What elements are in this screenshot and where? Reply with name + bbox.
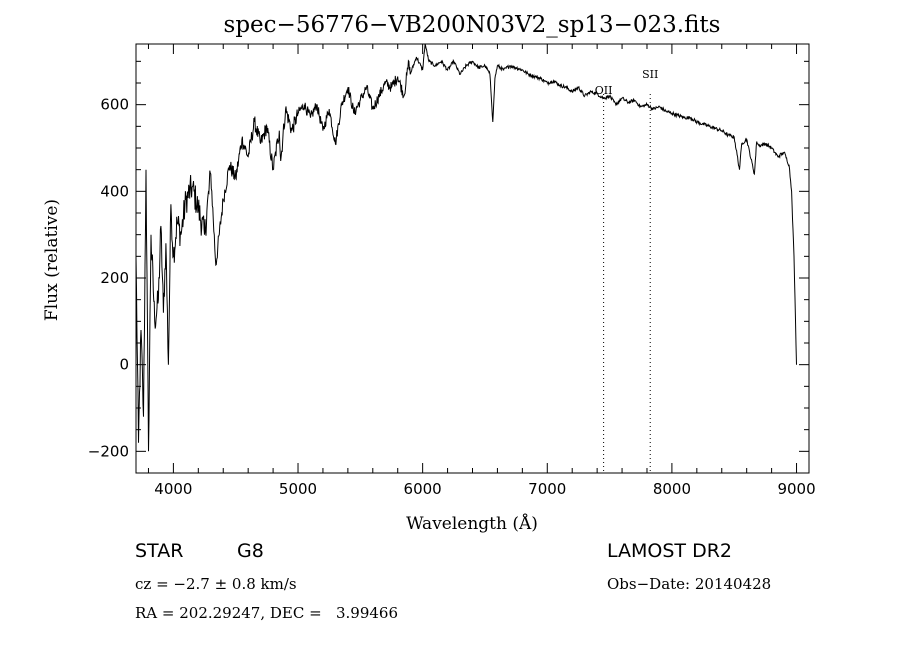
- ra-dec: RA = 202.29247, DEC = 3.99466: [135, 604, 399, 622]
- x-tick-label: 5000: [279, 480, 317, 498]
- line-markers: OII SII: [595, 68, 658, 473]
- y-tick-label: 600: [100, 96, 129, 114]
- y-tick-label: 400: [100, 182, 129, 200]
- redshift-cz: cz = −2.7 ± 0.8 km/s: [135, 575, 297, 593]
- x-axis-label: Wavelength (Å): [406, 513, 538, 534]
- observation-date: Obs−Date: 20140428: [607, 575, 772, 593]
- y-tick-label: 200: [100, 269, 129, 287]
- plot-axes: [135, 43, 810, 474]
- y-tick-label: 0: [119, 356, 129, 374]
- x-tick-label: 4000: [154, 480, 192, 498]
- plot-frame: [135, 43, 810, 474]
- x-tick-label: 6000: [404, 480, 442, 498]
- line-marker-label: OII: [595, 84, 613, 97]
- x-tick-label: 9000: [777, 480, 815, 498]
- x-tick-label: 7000: [528, 480, 566, 498]
- line-marker-label: SII: [642, 68, 658, 81]
- object-subclass: G8: [237, 540, 264, 562]
- survey-name: LAMOST DR2: [607, 540, 732, 562]
- object-class: STAR: [135, 540, 184, 562]
- chart-title: spec−56776−VB200N03V2_sp13−023.fits: [224, 12, 721, 38]
- y-axis-label: Flux (relative): [42, 199, 62, 321]
- spectrum-line-0: [135, 43, 797, 452]
- spectrum-series: [135, 43, 797, 452]
- y-tick-label: −200: [88, 442, 129, 460]
- axis-ticks: 4000 5000 6000 7000 8000 9000 −200 0 200 400 600: [88, 44, 816, 498]
- x-tick-label: 8000: [653, 480, 691, 498]
